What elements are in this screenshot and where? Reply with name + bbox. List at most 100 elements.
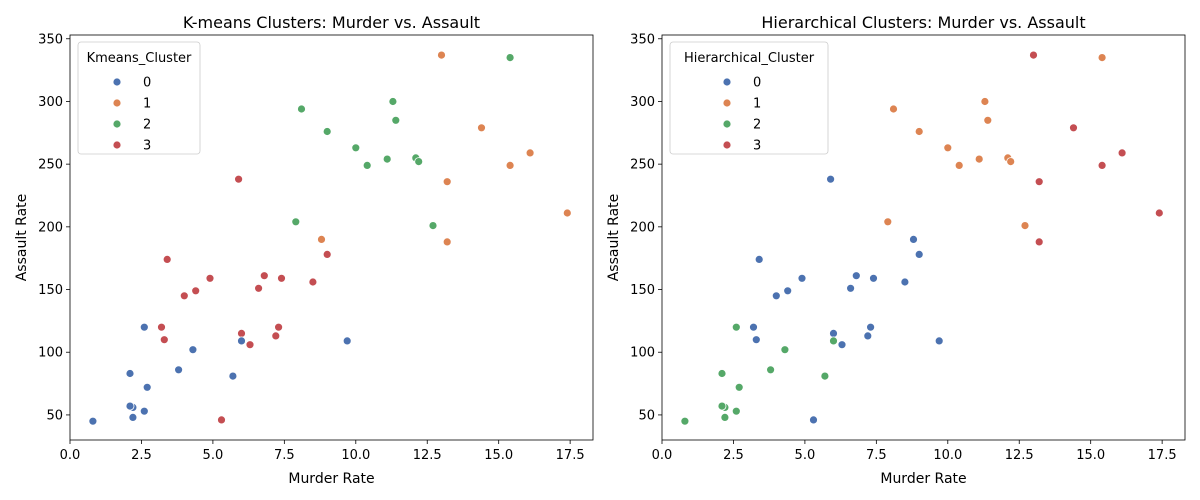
scatter-points (88, 50, 572, 426)
data-point (829, 336, 838, 346)
data-point (142, 382, 152, 392)
legend-marker (722, 119, 732, 129)
data-point (217, 415, 226, 425)
data-point (88, 416, 98, 426)
data-point (237, 328, 246, 338)
legend-marker (112, 140, 122, 150)
legend-label: 2 (143, 118, 151, 133)
data-point (525, 148, 535, 158)
data-point (188, 345, 198, 355)
data-point (914, 127, 924, 136)
axes-frame (69, 34, 594, 441)
chart-panel-1: K-means Clusters: Murder vs. Assault 0.0 2… (14, 13, 594, 487)
data-point (846, 283, 855, 293)
legend-title: Kmeans_Cluster (87, 51, 192, 66)
data-point (883, 217, 893, 227)
data-point (900, 277, 910, 287)
data-point (766, 365, 775, 375)
data-point (731, 406, 741, 416)
data-point (297, 104, 306, 114)
y-tick-label: 350 (38, 32, 63, 47)
x-tick-label: 0.0 (652, 448, 673, 463)
legend-label: 0 (753, 76, 761, 91)
data-point (780, 345, 790, 355)
legend-marker (722, 77, 732, 87)
data-point (1097, 53, 1107, 62)
data-point (179, 291, 189, 301)
data-point (414, 157, 424, 167)
x-tick-label: 10.0 (341, 448, 370, 463)
data-point (505, 53, 515, 62)
data-point (1020, 221, 1030, 231)
data-point (826, 174, 835, 184)
legend-marker (112, 98, 122, 108)
x-tick-label: 17.5 (1148, 448, 1177, 463)
y-tick-label: 150 (630, 283, 655, 298)
data-point (437, 50, 446, 60)
data-point (717, 401, 727, 411)
x-tick-label: 2.5 (131, 448, 152, 463)
data-point (477, 123, 486, 133)
data-point (797, 273, 807, 283)
legend-label: 2 (753, 118, 761, 133)
data-point (362, 160, 372, 170)
y-tick-label: 250 (630, 158, 655, 173)
data-point (717, 369, 727, 378)
data-point (869, 273, 878, 283)
data-point (277, 273, 286, 283)
y-tick-label: 200 (38, 220, 63, 235)
legend-marker (722, 98, 732, 108)
data-point (174, 365, 184, 375)
data-point (205, 273, 215, 283)
data-point (980, 97, 990, 106)
legend-label: 3 (143, 139, 151, 154)
legend-title: Hierarchical_Cluster (684, 51, 815, 66)
data-point (505, 160, 515, 170)
data-point (1006, 157, 1016, 167)
data-point (943, 143, 953, 153)
data-point (271, 331, 281, 341)
x-axis-label: Murder Rate (880, 471, 966, 487)
data-point (191, 286, 201, 296)
data-point (562, 208, 572, 218)
data-point (245, 340, 255, 350)
x-tick-label: 2.5 (723, 448, 744, 463)
data-point (342, 336, 352, 346)
data-point (139, 322, 149, 332)
data-point (228, 371, 238, 381)
data-point (1034, 237, 1044, 247)
y-tick-label: 100 (38, 346, 63, 361)
data-point (162, 254, 172, 264)
data-point (934, 336, 944, 346)
data-point (909, 234, 918, 244)
data-point (274, 322, 284, 332)
legend-label: 0 (143, 76, 151, 91)
data-point (1034, 177, 1044, 187)
data-point (863, 331, 873, 341)
data-point (322, 249, 332, 259)
data-point (125, 369, 135, 378)
chart-title: K-means Clusters: Murder vs. Assault (183, 13, 480, 32)
data-point (734, 382, 744, 392)
legend-box (669, 41, 829, 155)
data-point (974, 154, 984, 164)
data-point (125, 401, 135, 411)
data-point (428, 221, 438, 231)
data-point (914, 249, 924, 259)
data-point (291, 217, 301, 227)
data-point (731, 322, 741, 332)
data-point (1069, 123, 1078, 133)
y-tick-label: 350 (630, 32, 655, 47)
data-point (237, 336, 246, 346)
data-point (889, 104, 898, 114)
data-point (234, 174, 244, 184)
x-tick-label: 17.5 (556, 448, 585, 463)
chart-title: Hierarchical Clusters: Murder vs. Assaul… (761, 13, 1085, 32)
data-point (382, 154, 392, 164)
legend-label: 1 (143, 97, 151, 112)
y-tick-label: 50 (638, 408, 655, 423)
data-point (829, 328, 838, 338)
data-point (308, 277, 318, 287)
data-point (159, 335, 169, 345)
